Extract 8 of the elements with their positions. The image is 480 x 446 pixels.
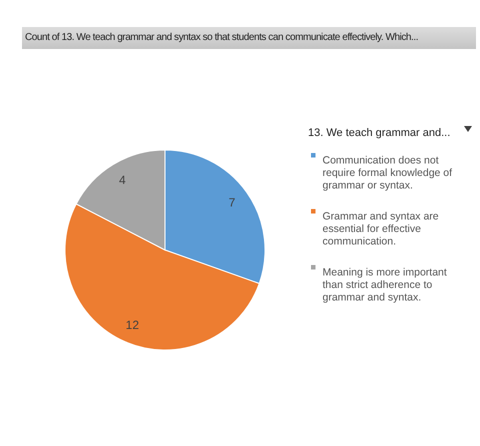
legend-title: 13. We teach grammar and... [308,127,450,139]
legend-label: Meaning is more important than strict adherence to grammar and syntax. [322,266,447,304]
chart-title: Count of 13. We teach grammar and syntax so that students can communicate effectively. Which... [22,27,476,49]
legend-label: Grammar and syntax are essential for effective communication. [322,210,439,248]
data-label: 7 [228,196,236,210]
data-label: 12 [126,318,140,332]
data-label: 4 [119,172,126,187]
legend-label: Communication does not require formal knowledge of grammar or syntax. [322,154,452,192]
